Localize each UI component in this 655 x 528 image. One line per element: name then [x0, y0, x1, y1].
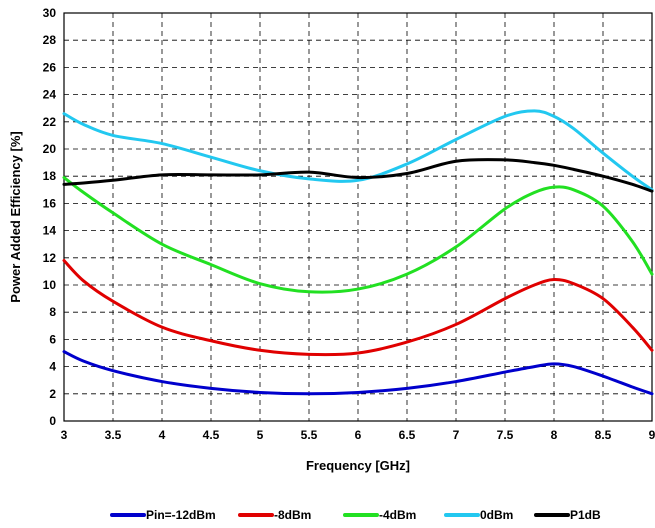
y-tick-label: 12	[43, 251, 57, 265]
series-line-p1db	[62, 158, 654, 193]
y-tick-label: 6	[49, 332, 56, 346]
x-tick-label: 7.5	[497, 428, 514, 442]
x-tick-label: 3	[61, 428, 68, 442]
y-tick-label: 26	[43, 60, 57, 74]
x-tick-label: 4	[159, 428, 166, 442]
y-axis-title: Power Added Efficiency [%]	[8, 131, 23, 302]
y-tick-label: 4	[49, 360, 56, 374]
series-lines	[62, 109, 654, 396]
series-line-pin-12dbm	[62, 350, 654, 396]
y-tick-label: 20	[43, 142, 57, 156]
x-tick-label: 6	[355, 428, 362, 442]
y-tick-label: 0	[49, 414, 56, 428]
y-tick-label: 22	[43, 115, 57, 129]
y-tick-label: 24	[43, 88, 57, 102]
x-tick-label: 7	[453, 428, 460, 442]
y-tick-label: 8	[49, 305, 56, 319]
x-tick-labels: 3 3.5 4 4.5 5 5.5 6 6.5 7 7.5 8 8.5 9	[61, 428, 655, 442]
legend-label-pin-12dbm: Pin=-12dBm	[146, 508, 216, 522]
legend: Pin=-12dBm -8dBm -4dBm 0dBm P1dB	[110, 508, 601, 522]
y-tick-label: 30	[43, 6, 57, 20]
x-tick-label: 8.5	[595, 428, 612, 442]
x-tick-label: 3.5	[105, 428, 122, 442]
y-tick-label: 14	[43, 224, 57, 238]
x-tick-label: 4.5	[203, 428, 220, 442]
x-tick-label: 5	[257, 428, 264, 442]
series-line-0dbm	[62, 109, 654, 192]
y-tick-label: 16	[43, 196, 57, 210]
x-tick-label: 5.5	[301, 428, 318, 442]
y-tick-label: 28	[43, 33, 57, 47]
plot-area-frame	[63, 12, 653, 422]
x-tick-label: 6.5	[399, 428, 416, 442]
x-axis-title: Frequency [GHz]	[306, 458, 410, 473]
y-tick-label: 2	[49, 387, 56, 401]
y-tick-label: 18	[43, 169, 57, 183]
x-tick-label: 9	[649, 428, 655, 442]
grid	[64, 13, 652, 421]
legend-label-0dbm: 0dBm	[480, 508, 513, 522]
legend-label-4dbm: -4dBm	[379, 508, 416, 522]
legend-label-p1db: P1dB	[570, 508, 601, 522]
y-tick-label: 10	[43, 278, 57, 292]
series-line-8dbm	[62, 259, 654, 357]
legend-label-8dbm: -8dBm	[274, 508, 311, 522]
x-tick-label: 8	[551, 428, 558, 442]
series-line-4dbm	[62, 176, 654, 294]
